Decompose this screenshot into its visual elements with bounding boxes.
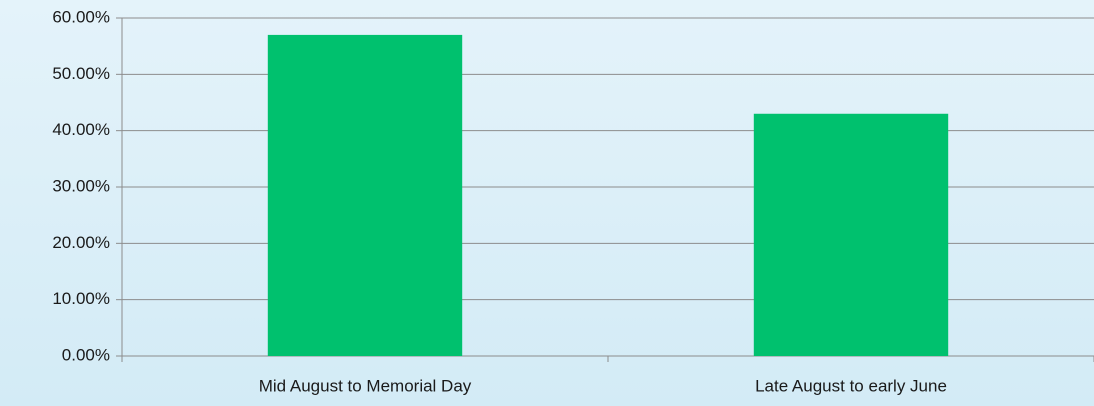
bar bbox=[267, 34, 463, 357]
y-tick-label: 20.00% bbox=[52, 233, 110, 252]
y-tick-label: 50.00% bbox=[52, 64, 110, 83]
y-tick-label: 40.00% bbox=[52, 120, 110, 139]
y-tick-label: 0.00% bbox=[62, 345, 110, 364]
x-tick-label: Late August to early June bbox=[755, 376, 947, 395]
y-tick-label: 10.00% bbox=[52, 289, 110, 308]
x-tick-label: Mid August to Memorial Day bbox=[259, 376, 472, 395]
bar bbox=[753, 113, 949, 357]
y-tick-label: 60.00% bbox=[52, 7, 110, 26]
y-tick-label: 30.00% bbox=[52, 176, 110, 195]
